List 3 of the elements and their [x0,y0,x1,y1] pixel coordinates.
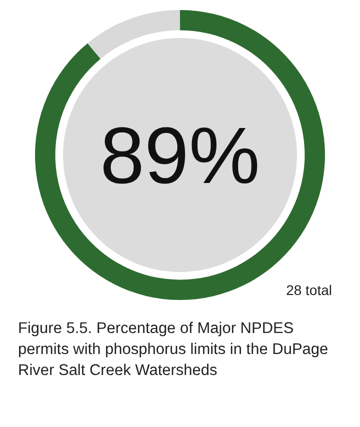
text: 89% [98,110,262,202]
text: 28 total [286,282,332,298]
text: Figure 5.5. Percentage of Major NPDES permits with phosphorus limits in the DuPage River Salt Creek Watersheds [18,319,330,381]
